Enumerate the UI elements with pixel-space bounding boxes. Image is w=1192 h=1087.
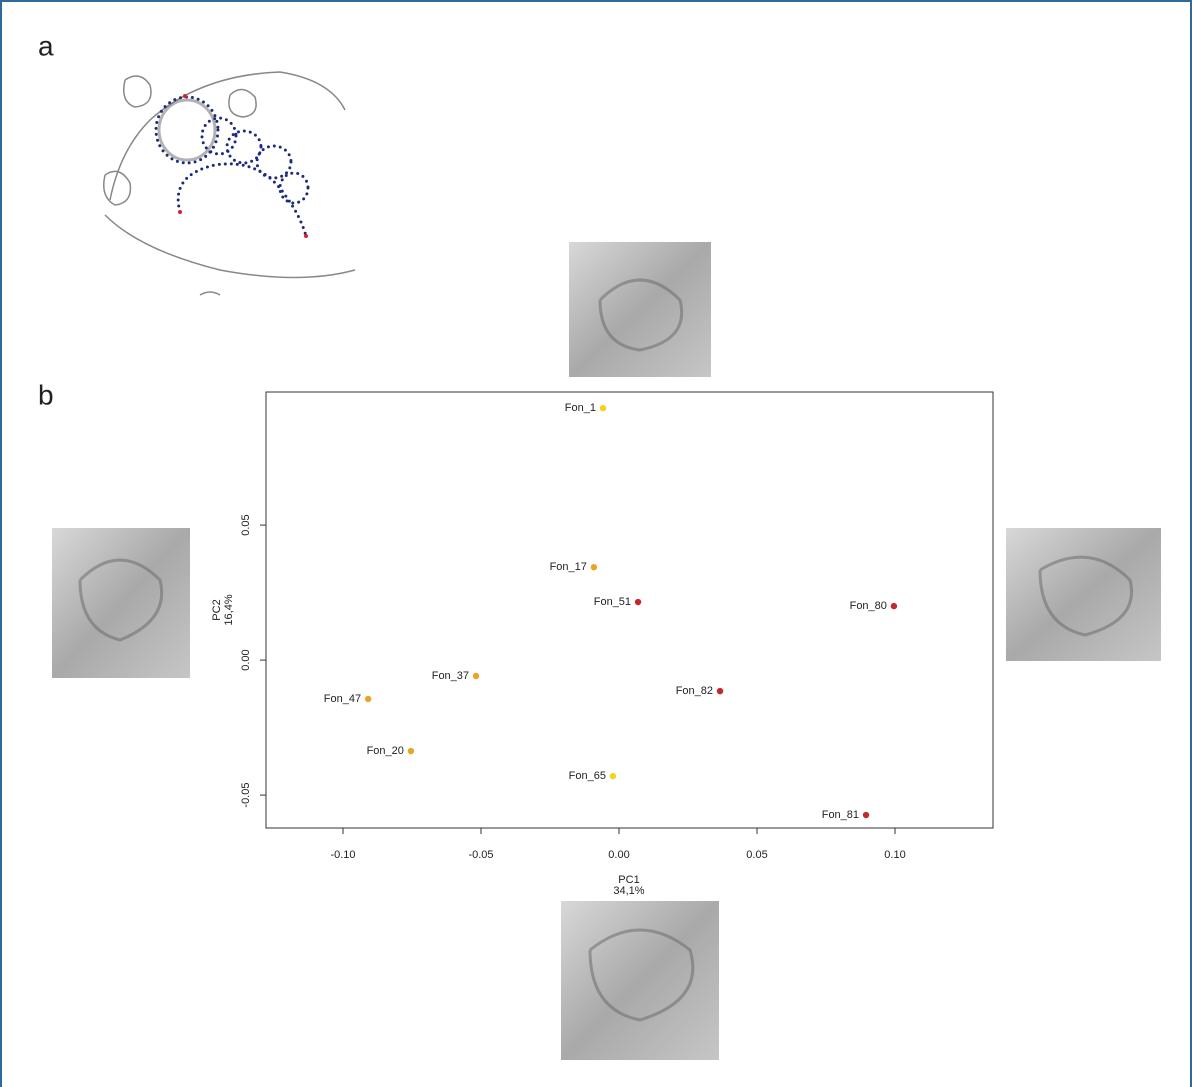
point-label: Fon_80 [850,600,887,612]
point [590,564,598,571]
landmark-image [103,71,356,296]
x-axis-variance: 34,1% [613,885,644,897]
point-label: Fon_37 [432,670,469,682]
plot-frame [265,391,994,829]
y-tick-label: -0.05 [240,783,252,808]
point-label: Fon_1 [565,402,596,414]
panel-label: b [38,379,54,410]
y-axis-title: PC2 [211,599,223,620]
x-tick-label: -0.05 [468,849,493,861]
y-axis-variance: 16,4% [223,594,235,625]
point [364,695,372,703]
point [609,772,617,780]
point [472,672,480,680]
x-tick-label: 0.00 [608,849,629,861]
point-label: Fon_20 [367,745,404,757]
x-tick-label: 0.10 [884,849,905,861]
point [634,598,642,606]
point-label: Fon_81 [822,809,859,821]
y-tick-label: 0.05 [240,514,252,535]
y-tick-label: 0.00 [240,649,252,670]
panel-label: a [38,30,54,61]
point [716,687,724,695]
point [890,602,898,610]
point-label: Fon_65 [569,770,606,782]
point-label: Fon_82 [676,685,713,697]
point [407,747,415,755]
point [599,404,607,412]
point-label: Fon_51 [594,596,631,608]
x-tick-label: -0.10 [330,849,355,861]
point [862,811,870,819]
point-label: Fon_47 [324,693,361,705]
x-tick-label: 0.05 [746,849,767,861]
point-label: Fon_17 [550,561,587,573]
footprint-thumbnails [52,242,1161,1060]
x-axis-title: PC1 [618,874,639,886]
